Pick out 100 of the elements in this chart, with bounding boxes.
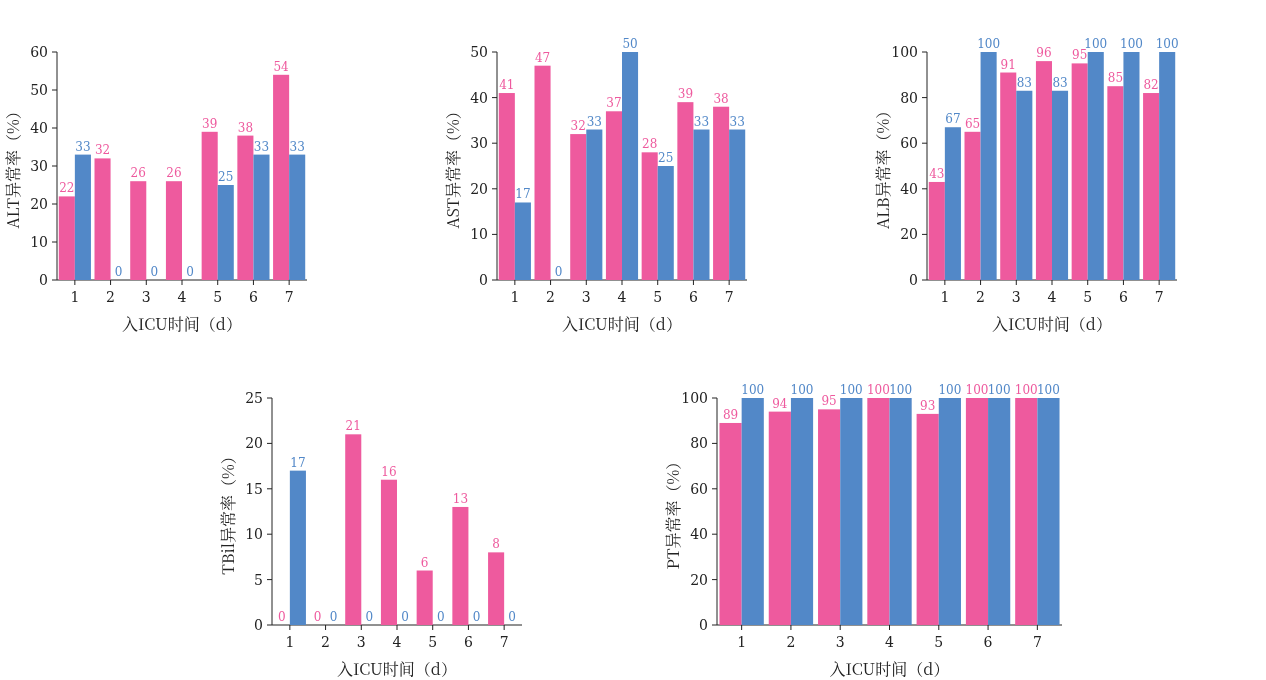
y-axis-title: ALB异常率（%） [871,102,894,230]
x-axis-title: 入ICU时间（d） [337,657,457,680]
y-axis-title: PT异常率（%） [661,453,684,570]
data-label: 100 [987,383,1011,397]
bar [1123,52,1140,280]
y-tick-label: 20 [900,226,918,243]
data-label: 100 [1155,37,1179,51]
x-tick-label: 2 [106,289,116,305]
y-tick-label: 5 [254,571,263,588]
y-tick-label: 80 [900,89,918,106]
data-label: 41 [499,78,515,93]
x-tick-label: 4 [177,289,187,305]
bar [58,196,75,280]
bar [289,470,306,625]
data-label: 100 [790,383,814,397]
y-tick-label: 50 [30,82,48,98]
data-label: 100 [839,383,863,397]
bar [729,129,746,280]
bar [452,506,469,625]
data-label: 39 [202,116,218,131]
y-tick-label: 60 [30,44,48,60]
x-tick-label: 6 [688,289,698,305]
bar [980,52,997,280]
y-tick-label: 60 [900,135,918,152]
x-tick-label: 7 [499,634,509,650]
data-label: 85 [1107,71,1124,86]
y-tick-label: 0 [39,272,48,288]
y-tick-label: 40 [30,120,48,136]
data-label: 0 [365,610,374,624]
data-label: 47 [534,50,551,65]
data-label: 32 [94,143,111,158]
x-tick-label: 1 [285,634,295,650]
data-label: 0 [554,265,563,279]
x-tick-label: 4 [885,634,895,650]
y-tick-label: 80 [690,435,708,452]
bar [1052,90,1069,280]
x-tick-label: 6 [1118,289,1128,305]
data-label: 6 [420,555,429,570]
x-tick-label: 3 [581,289,591,305]
x-tick-label: 2 [321,634,331,650]
data-label: 100 [1084,37,1108,51]
data-label: 13 [452,491,469,506]
y-tick-label: 0 [254,617,263,633]
bar [1143,93,1160,280]
bar [237,135,254,280]
y-tick-label: 100 [681,390,708,406]
x-tick-label: 5 [653,289,663,305]
y-tick-label: 10 [245,526,263,543]
bar [1035,61,1052,280]
x-tick-label: 7 [724,289,734,305]
data-label: 0 [508,610,516,624]
data-label: 95 [821,394,837,409]
data-label: 17 [515,187,531,202]
bar [165,181,182,280]
bar [1107,86,1124,280]
x-tick-label: 4 [1047,289,1057,305]
y-tick-label: 0 [909,272,918,288]
y-tick-label: 40 [690,526,708,543]
y-tick-label: 25 [245,390,263,406]
x-tick-label: 6 [463,634,473,650]
y-tick-label: 100 [891,44,918,60]
x-axis-title: 入ICU时间（d） [122,312,242,335]
x-tick-label: 3 [141,289,151,305]
bar [253,154,270,280]
data-label: 100 [741,383,765,397]
bar [380,479,397,625]
bar [201,131,218,280]
data-label: 89 [722,407,739,422]
data-label: 96 [1036,46,1052,61]
y-tick-label: 20 [245,435,263,452]
data-label: 28 [642,137,658,152]
x-tick-label: 1 [940,289,950,305]
data-label: 26 [130,166,146,181]
data-label: 8 [492,537,500,552]
data-label: 33 [253,139,270,154]
data-label: 100 [866,383,890,397]
data-label: 93 [920,398,936,413]
y-tick-label: 0 [699,617,708,633]
bar [273,74,290,280]
y-tick-label: 20 [470,180,488,197]
data-label: 65 [964,116,981,131]
y-tick-label: 30 [470,135,488,152]
bar [964,131,981,280]
x-tick-label: 2 [976,289,986,305]
data-label: 83 [1016,75,1032,90]
data-label: 33 [75,139,91,154]
x-tick-label: 3 [1011,289,1021,305]
data-label: 17 [290,455,306,470]
x-axis-title: 入ICU时间（d） [562,312,682,335]
x-tick-label: 5 [934,634,944,650]
data-label: 21 [345,419,361,434]
data-label: 22 [59,181,75,196]
bar [1071,63,1088,280]
x-axis-title: 入ICU时间（d） [829,657,950,680]
data-label: 82 [1143,78,1159,93]
y-axis-title: ALT异常率（%） [1,103,24,229]
bar [605,111,622,280]
bar [416,570,433,625]
data-label: 32 [570,119,586,134]
data-label: 33 [586,114,602,129]
